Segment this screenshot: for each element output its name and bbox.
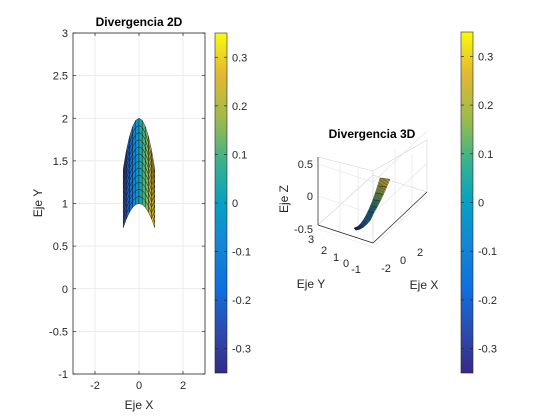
grid-line-z-back	[372, 162, 428, 215]
colorbar-tick-label: -0.3	[478, 344, 497, 356]
y-tick-label: 0.5	[53, 241, 68, 253]
axes-2d-ticks: -2 0 2 -1 -0.5 0 0.5 1 1.5 2 2.5 3	[49, 28, 205, 392]
y-axis-label-2d: Eje Y	[31, 189, 45, 217]
y-tick-label: 2	[62, 113, 68, 125]
surface-2d	[122, 117, 156, 228]
y-tick-label: -0.5	[49, 326, 68, 338]
y-tick-label: 0	[62, 284, 68, 296]
surface-3d-patch	[385, 178, 391, 188]
y-tick-label-3d: 3	[308, 234, 314, 246]
y-axis-label-3d: Eje Y	[297, 277, 325, 291]
y-tick-label-3d: 1	[333, 252, 339, 264]
colorbar-tick-label: 0.2	[478, 100, 493, 112]
x-tick-label-3d: -2	[381, 263, 391, 275]
grid-line-z-left	[317, 195, 374, 215]
colorbar-tick-label: 0.1	[478, 149, 493, 161]
grid-line-z-back	[372, 195, 428, 248]
colorbar-2d: 0.3 0.2 0.1 0 -0.1 -0.2 -0.3	[214, 32, 251, 374]
colorbar-2d-ticks: 0.3 0.2 0.1 0 -0.1 -0.2 -0.3	[215, 52, 251, 356]
y-tick-label: -1	[58, 369, 68, 381]
grid-line-z-left	[317, 163, 374, 183]
colorbar-3d-ticks: 0.3 0.2 0.1 0 -0.1 -0.2 -0.3	[461, 51, 497, 356]
colorbar-tick-label: -0.1	[232, 247, 251, 259]
grid-line-z-left	[317, 228, 374, 248]
colorbar-tick-label: -0.2	[232, 295, 251, 307]
x-tick-label: 0	[136, 380, 142, 392]
z-tick-label: 0.5	[298, 159, 313, 171]
grid-line-z-back	[372, 130, 428, 183]
colorbar-tick-label: 0.3	[478, 51, 493, 63]
colorbar-tick-label: 0.1	[232, 149, 247, 161]
axes-3d-panes	[317, 139, 428, 244]
axes-3d-grid	[317, 130, 428, 248]
colorbar-tick-label: 0	[478, 198, 484, 210]
colorbar-tick-label: -0.2	[478, 295, 497, 307]
surface-2d-patch	[138, 188, 143, 198]
colorbar-3d: 0.3 0.2 0.1 0 -0.1 -0.2 -0.3	[460, 31, 497, 374]
colorbar-tick-label: 0.3	[232, 52, 247, 64]
x-tick-label: -2	[90, 380, 100, 392]
surface-3d	[353, 177, 391, 231]
x-tick-label: 2	[180, 380, 186, 392]
axes-2d: -2 0 2 -1 -0.5 0 0.5 1 1.5 2 2.5 3 Divergencia 2D E…	[31, 15, 206, 412]
x-axis-label-2d: Eje X	[125, 398, 154, 412]
y-tick-label: 3	[62, 28, 68, 40]
surface-2d-patch	[151, 150, 156, 175]
y-tick-label: 1.5	[53, 156, 68, 168]
chart-title-2d: Divergencia 2D	[96, 15, 183, 29]
z-tick-label: -0.5	[294, 224, 313, 236]
y-tick-label: 2.5	[53, 71, 68, 83]
x-tick-label-3d: 0	[400, 255, 406, 267]
y-tick-label-3d: 0	[343, 258, 349, 270]
x-tick-label-3d: 2	[417, 247, 423, 259]
colorbar-tick-label: 0	[232, 198, 238, 210]
surface-2d-patch	[135, 196, 140, 205]
axes-3d-edges	[317, 157, 428, 244]
surface-2d-patch	[138, 196, 143, 205]
y-tick-label-3d: 2	[321, 245, 327, 257]
chart-title-3d: Divergencia 3D	[329, 127, 416, 141]
colorbar-tick-label: -0.1	[478, 246, 497, 258]
z-axis-label-3d: Eje Z	[277, 185, 291, 213]
y-tick-label: 1	[62, 199, 68, 211]
y-tick-label-3d: -1	[351, 264, 361, 276]
x-axis-label-3d: Eje X	[410, 278, 439, 292]
z-tick-label: 0	[307, 191, 313, 203]
surface-2d-patch	[135, 188, 140, 198]
colorbar-tick-label: 0.2	[232, 101, 247, 113]
colorbar-tick-label: -0.3	[232, 344, 251, 356]
